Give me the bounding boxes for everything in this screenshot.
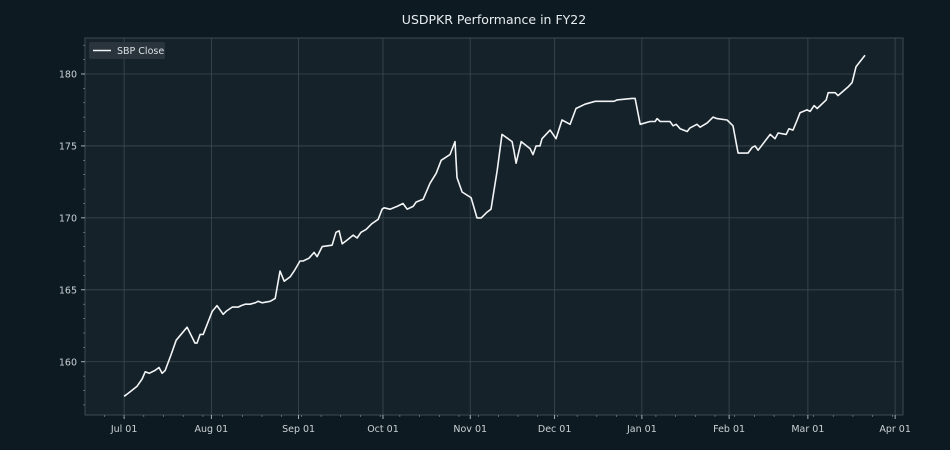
x-axis: Jul 01 Aug 01 Sep 01 Oct 01 Nov 01 Dec 01 Jan … [104,415,911,435]
series-layer [123,54,866,397]
x-tick-label: Feb 01 [713,424,745,435]
x-tick-label: Jul 01 [110,424,138,435]
grid [85,38,903,415]
x-tick-label: Dec 01 [538,424,572,435]
y-tick-label: 175 [59,141,77,152]
legend-box [89,42,165,59]
x-tick-label: Jan 01 [626,424,657,435]
y-tick-label: 160 [59,357,77,368]
x-tick-label: Aug 01 [195,424,229,435]
legend-label-sbp-close: SBP Close [117,46,164,57]
y-tick-label: 170 [59,213,77,224]
x-tick-label: Oct 01 [367,424,399,435]
chart-title: USDPKR Performance in FY22 [402,12,586,27]
plot-area [84,37,904,416]
x-tick-label: Apr 01 [879,424,911,435]
y-tick-label: 180 [59,69,77,80]
x-tick-label: Mar 01 [791,424,824,435]
y-axis: 160 165 170 175 180 [59,44,85,406]
x-tick-label: Sep 01 [282,424,315,435]
x-tick-label: Nov 01 [453,424,487,435]
y-tick-label: 165 [59,285,77,296]
legend[interactable]: SBP Close [89,42,165,59]
